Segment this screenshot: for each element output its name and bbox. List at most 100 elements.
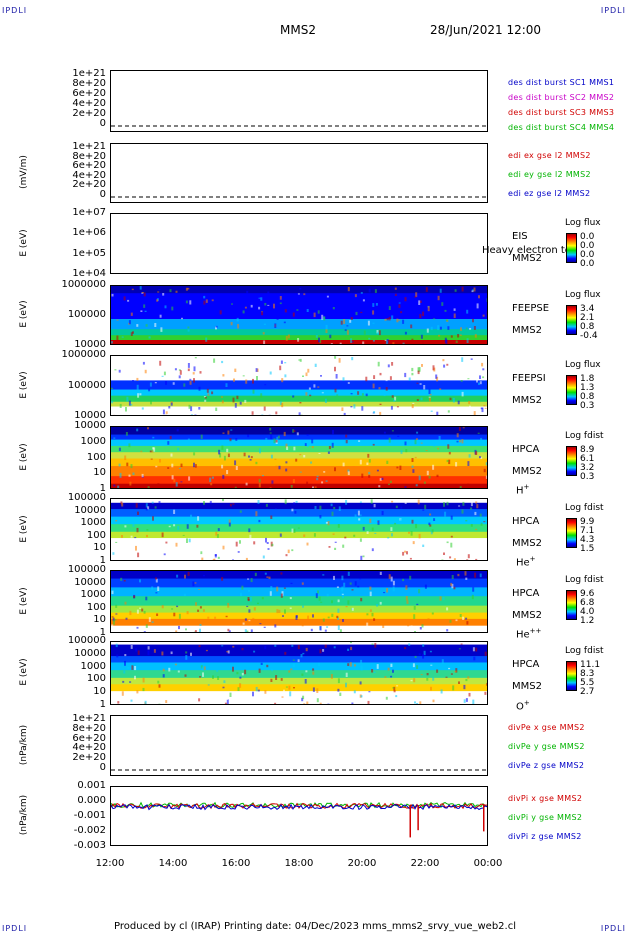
spectrogram-speck <box>120 501 123 505</box>
spectrogram-speck <box>406 600 409 604</box>
spectrogram-speck <box>390 675 393 678</box>
spectrogram-speck <box>369 586 372 591</box>
spectrogram-speck <box>245 379 248 384</box>
spectrogram-speck <box>234 460 237 466</box>
y-tick-label: -0.001 <box>73 810 106 821</box>
spectrogram-speck <box>297 527 300 529</box>
spectrogram-speck <box>141 292 144 294</box>
spectrogram-speck <box>443 502 445 507</box>
y-tick-label: 0.000 <box>77 795 106 806</box>
spectrogram-speck <box>268 576 271 579</box>
spectrogram-speck <box>315 593 318 599</box>
spectrogram-speck <box>302 695 305 700</box>
spectrogram-speck <box>244 306 247 309</box>
spectrogram-speck <box>383 592 386 594</box>
spectrogram-speck <box>118 369 121 373</box>
spectrogram-speck <box>269 432 272 434</box>
spectrogram-speck <box>314 486 317 488</box>
spectrogram-speck <box>198 407 201 410</box>
spectrogram-speck <box>387 537 390 539</box>
spectrogram-speck <box>435 374 438 379</box>
spectrogram-speck <box>418 300 421 305</box>
spectrogram-speck <box>129 610 132 616</box>
spectrogram-band <box>111 452 487 459</box>
spectrogram-speck <box>419 300 422 303</box>
spectrogram-speck <box>239 368 242 373</box>
spectrogram-speck <box>425 450 428 452</box>
spectrogram-speck <box>299 402 302 404</box>
spectrogram-speck <box>304 443 307 446</box>
spectrogram-speck <box>275 411 278 415</box>
spectrogram-speck <box>377 361 380 367</box>
spectrogram-speck <box>261 311 264 316</box>
spectrogram-speck <box>200 434 203 439</box>
spectrogram-speck <box>408 377 411 381</box>
spectrogram-speck <box>475 528 478 531</box>
spectrogram-speck <box>448 667 451 670</box>
spectrogram-speck <box>247 344 249 345</box>
spectrogram-speck <box>428 522 431 526</box>
spectrogram-speck <box>369 609 372 612</box>
spectrogram-speck <box>269 371 272 375</box>
spectrogram-speck <box>152 358 154 363</box>
y-tick-label: 1 <box>99 555 106 566</box>
y-tick-label: 1 <box>99 699 106 710</box>
spectrogram-speck <box>384 339 387 341</box>
spectrogram-speck <box>248 455 250 458</box>
spectrogram-speck <box>201 343 204 344</box>
spectrogram-speck <box>450 335 453 338</box>
spectrogram-speck <box>457 573 460 577</box>
spectrogram-speck <box>198 589 201 590</box>
spectrogram-speck <box>448 459 451 465</box>
spectrogram-speck <box>209 477 212 483</box>
spectrogram-speck <box>479 513 482 517</box>
spectrogram-speck <box>366 462 369 466</box>
spectrogram-speck <box>412 541 415 545</box>
x-tick-label: 00:00 <box>473 858 503 869</box>
spectrogram-speck <box>185 300 188 304</box>
spectrogram-speck <box>140 310 143 312</box>
species-label: O+ <box>516 699 530 713</box>
spectrogram-speck <box>123 296 126 301</box>
spectrogram-speck <box>136 428 139 432</box>
spectrogram-band <box>111 439 487 447</box>
colorbar-tick: 1.8 <box>580 374 595 384</box>
spectrogram-speck <box>312 687 315 692</box>
spectrogram-speck <box>426 470 429 476</box>
spectrogram-speck <box>284 303 287 306</box>
spectrogram-speck <box>411 458 414 462</box>
spectrogram-speck <box>341 407 344 411</box>
spectrogram-speck <box>186 304 189 310</box>
spectrogram-speck <box>236 395 239 400</box>
spectrogram-speck <box>373 375 376 379</box>
spectrogram-speck <box>359 459 362 465</box>
lineplot-divpi <box>111 801 487 838</box>
spectrogram-speck <box>228 519 231 524</box>
spectrogram-speck <box>165 390 168 393</box>
spectrogram-speck <box>368 459 371 463</box>
spectrogram-speck <box>317 386 320 388</box>
spectrogram-speck <box>402 319 405 324</box>
spectrogram-speck <box>270 454 273 459</box>
spectrogram-speck <box>345 682 347 688</box>
spectrogram-speck <box>150 304 152 309</box>
spectrogram-speck <box>452 685 455 691</box>
spectrogram-speck <box>466 559 469 560</box>
spectrogram-speck <box>344 536 347 539</box>
spectrogram-speck <box>324 644 327 648</box>
spectrogram-speck <box>460 380 463 382</box>
spectrogram-speck <box>128 400 131 406</box>
spectrogram-speck <box>130 699 133 702</box>
spectrogram-speck <box>266 542 269 544</box>
spectrogram-speck <box>378 485 381 488</box>
spectrogram-speck <box>446 607 449 611</box>
spectrogram-speck <box>248 528 251 533</box>
spectrogram-speck <box>159 360 162 366</box>
y-tick-label: 10000 <box>74 339 106 350</box>
y-tick-label: 1000 <box>80 589 106 601</box>
instrument-label: HPCA <box>512 444 540 455</box>
spectrogram-speck <box>211 476 214 479</box>
spectrogram-speck <box>485 462 487 466</box>
spectrogram-speck <box>135 545 137 551</box>
spectrogram-speck <box>374 289 377 293</box>
